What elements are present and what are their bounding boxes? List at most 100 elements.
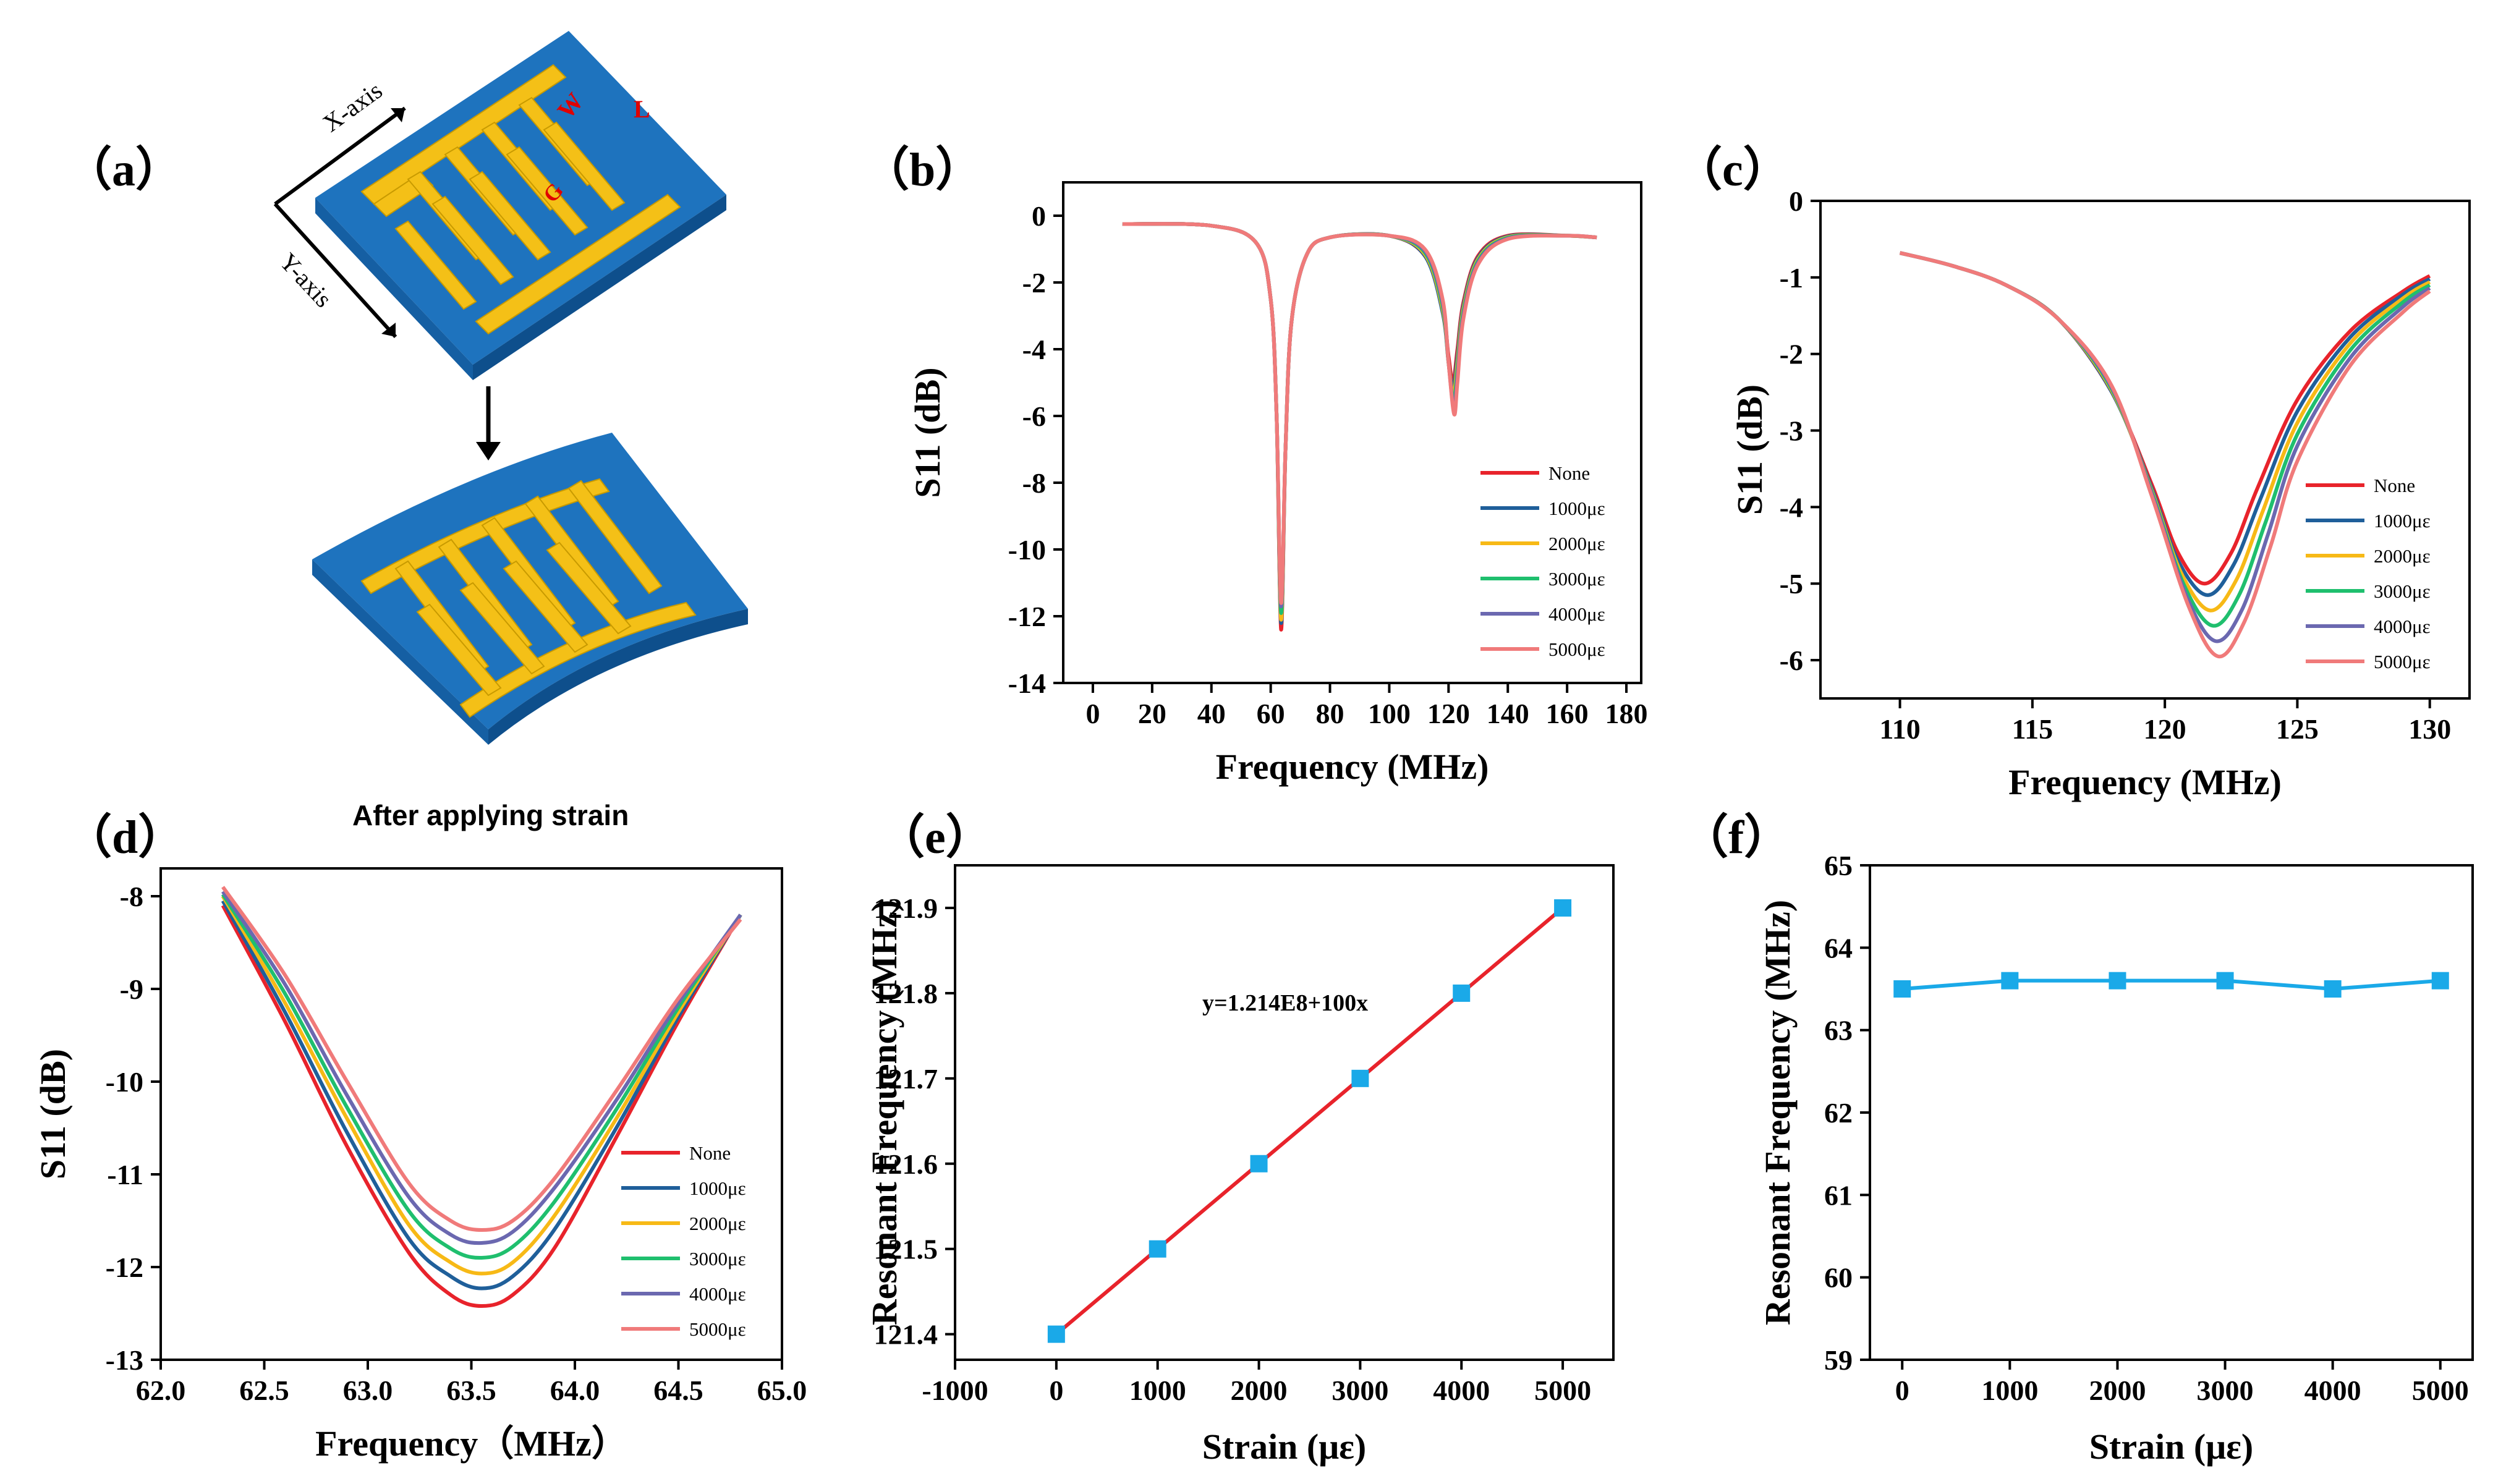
series-line-1 xyxy=(1899,251,2431,597)
legend-label-1: 1000με xyxy=(689,1177,746,1199)
panel-label-c: （c） xyxy=(1675,144,1790,196)
chart-d: 62.0 62.5 63.0 63.5 64.0 64.5 65.0 -8 -9 -10 -11 -1… xyxy=(33,867,807,1464)
x-tick-label: 110 xyxy=(1879,713,1920,745)
x-tick-label: 115 xyxy=(2012,713,2053,745)
y-tick-label: 59 xyxy=(1824,1344,1853,1376)
y-tick-label: -6 xyxy=(1780,645,1803,676)
x-tick-label: 5000 xyxy=(2412,1375,2469,1406)
x-tick-label: 63.5 xyxy=(446,1375,496,1406)
y-tick-label: -4 xyxy=(1780,491,1803,523)
y-tick-label: 121.8 xyxy=(874,978,938,1009)
fit-equation: y=1.214E8+100x xyxy=(1202,990,1368,1016)
y-tick-label: -1 xyxy=(1780,262,1803,294)
y-axis-title: Resonant Frequency (MHz) xyxy=(864,900,904,1325)
y-tick-label: -2 xyxy=(1780,339,1803,370)
fit-line xyxy=(1055,906,1565,1336)
y-tick-label: 62 xyxy=(1824,1097,1853,1129)
legend-label-0: None xyxy=(1548,462,1590,484)
data-point-0 xyxy=(1893,980,1911,998)
x-tick-label: 125 xyxy=(2276,713,2319,745)
series-group xyxy=(1122,222,1597,632)
x-tick-label: 64.5 xyxy=(653,1375,703,1406)
strain-arrowhead xyxy=(476,442,501,460)
data-point-2 xyxy=(2109,972,2126,990)
y-tick-label: 0 xyxy=(1789,185,1803,217)
series-line-3 xyxy=(1122,222,1597,615)
legend-label-2: 2000με xyxy=(689,1213,746,1234)
y-tick-label: 64 xyxy=(1824,932,1853,964)
series-line-2 xyxy=(1122,222,1597,622)
x-tick-label: 3000 xyxy=(2197,1375,2254,1406)
y-tick-label: 65 xyxy=(1824,850,1853,881)
series-line-5 xyxy=(1899,251,2431,659)
x-tick-label: 40 xyxy=(1197,698,1226,729)
y-tick-label: 121.4 xyxy=(874,1319,938,1350)
y-tick-label: -6 xyxy=(1022,401,1046,432)
legend-label-1: 1000με xyxy=(1548,498,1605,519)
y-tick-label: -11 xyxy=(107,1159,143,1190)
panel-label-f: （f） xyxy=(1681,812,1791,863)
legend-label-4: 4000με xyxy=(2374,616,2431,637)
y-tick-label: 121.6 xyxy=(874,1148,938,1180)
legend-label-5: 5000με xyxy=(689,1318,746,1340)
legend-label-3: 3000με xyxy=(689,1248,746,1270)
y-tick-label: 121.7 xyxy=(874,1063,938,1095)
y-axis-arrowhead xyxy=(381,323,396,337)
x-axis-arrowhead xyxy=(391,108,405,122)
x-tick-label: 140 xyxy=(1487,698,1529,729)
data-point-1 xyxy=(2001,972,2019,990)
series-group xyxy=(221,886,742,1308)
y-axis-title: S11 (dB) xyxy=(1730,384,1770,515)
chart-f: 0 1000 2000 3000 4000 5000 59 60 61 62 63 64 65 Strai… xyxy=(1757,850,2474,1467)
x-tick-label: 160 xyxy=(1546,698,1589,729)
y-axis-title: Resonant Frequency (MHz) xyxy=(1757,900,1798,1325)
legend-label-3: 3000με xyxy=(1548,568,1605,590)
data-point-5 xyxy=(1554,899,1572,917)
series-line-4 xyxy=(1899,251,2431,643)
axis-arrows xyxy=(273,106,406,339)
sensor-illustration: W L G X-axis Y-axis xyxy=(273,31,748,831)
y-tick-label: 60 xyxy=(1824,1262,1853,1294)
plot-frame xyxy=(1819,200,2471,700)
x-tick-label: 64.0 xyxy=(550,1375,600,1406)
length-mark: L xyxy=(634,95,650,123)
series-line-0 xyxy=(1122,222,1597,632)
series-line-3 xyxy=(221,893,742,1260)
x-tick-label: 62.5 xyxy=(239,1375,289,1406)
x-tick-label: 63.0 xyxy=(343,1375,393,1406)
y-tick-label: 0 xyxy=(1032,200,1046,232)
chart-b: 0 20 40 60 80 100 120 140 160 180 0 -2 -4 -6 -8 -10 -12 -… xyxy=(907,181,1648,787)
y-tick-label: 121.5 xyxy=(874,1234,938,1265)
y-tick-label: -12 xyxy=(106,1252,143,1283)
after-strain-caption: After applying strain xyxy=(352,799,629,831)
series-line-4 xyxy=(221,890,742,1245)
data-point-5 xyxy=(2431,972,2449,990)
panel-label-a: （a） xyxy=(65,144,182,196)
y-tick-label: -8 xyxy=(1022,467,1046,499)
x-axis-title: Frequency (MHz) xyxy=(2008,762,2282,802)
legend-label-3: 3000με xyxy=(2374,580,2431,602)
plot-frame xyxy=(1869,864,2474,1361)
series-line-2 xyxy=(221,895,742,1276)
x-axis-title: Strain (με) xyxy=(2089,1427,2253,1467)
data-point-2 xyxy=(1250,1155,1268,1172)
x-tick-label: 180 xyxy=(1605,698,1648,729)
plot-frame xyxy=(1062,181,1642,684)
bent-substrate xyxy=(312,433,748,745)
x-tick-label: -1000 xyxy=(922,1375,988,1406)
legend-label-4: 4000με xyxy=(689,1283,746,1305)
y-tick-label: -4 xyxy=(1022,334,1046,365)
data-point-3 xyxy=(1351,1069,1369,1087)
series-line-3 xyxy=(1899,251,2431,628)
y-tick-label: 63 xyxy=(1824,1015,1853,1046)
y-tick-label: -14 xyxy=(1008,668,1046,699)
y-axis-title: S11 (dB) xyxy=(907,367,948,498)
x-tick-label: 2000 xyxy=(2089,1375,2146,1406)
x-tick-label: 20 xyxy=(1138,698,1166,729)
flat-substrate: W L G xyxy=(315,31,726,380)
series-group xyxy=(1899,251,2431,659)
legend-label-0: None xyxy=(689,1142,731,1164)
y-tick-label: -5 xyxy=(1780,568,1803,600)
data-line xyxy=(1902,978,2440,991)
